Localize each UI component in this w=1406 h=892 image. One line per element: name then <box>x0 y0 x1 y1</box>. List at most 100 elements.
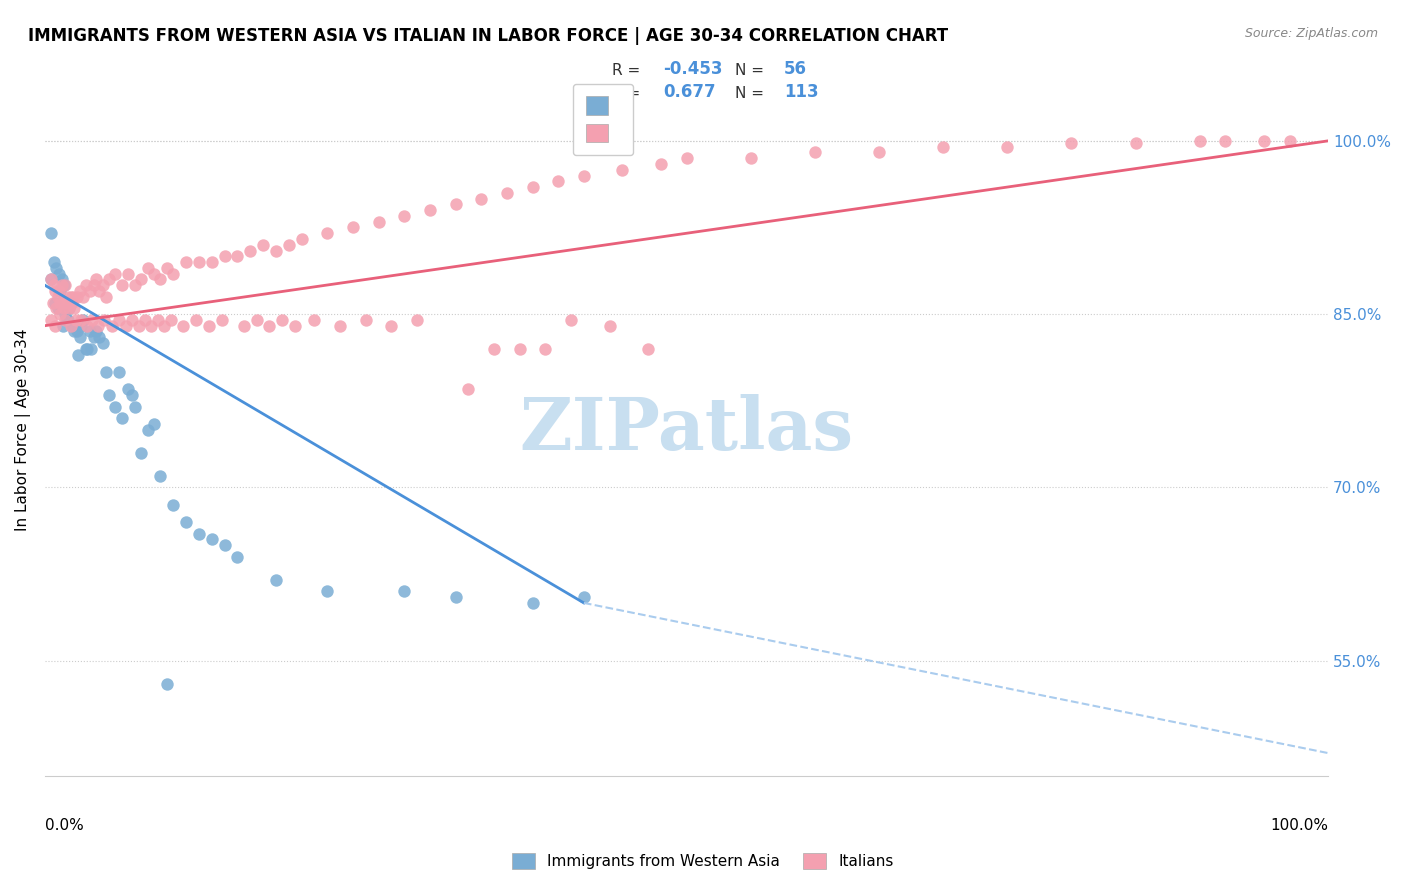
Point <box>380 318 402 333</box>
Point <box>226 549 249 564</box>
Text: Source: ZipAtlas.com: Source: ZipAtlas.com <box>1244 27 1378 40</box>
Point <box>187 255 209 269</box>
Point <box>111 411 134 425</box>
Point <box>264 244 287 258</box>
Point <box>316 227 339 241</box>
Point <box>201 533 224 547</box>
Point <box>136 260 159 275</box>
Point <box>572 590 595 604</box>
Point <box>55 313 77 327</box>
Point <box>804 145 827 160</box>
Point <box>650 157 672 171</box>
Point <box>172 318 194 333</box>
Point <box>67 347 90 361</box>
Point <box>66 290 89 304</box>
Point <box>159 313 181 327</box>
Point <box>53 278 76 293</box>
Point <box>55 295 77 310</box>
Point <box>49 307 72 321</box>
Point <box>198 318 221 333</box>
Point <box>55 313 77 327</box>
Point <box>69 313 91 327</box>
Point <box>143 417 166 431</box>
Point <box>226 249 249 263</box>
Point <box>76 318 98 333</box>
Point <box>419 203 441 218</box>
Point <box>46 301 69 316</box>
Point <box>121 313 143 327</box>
Point <box>117 267 139 281</box>
Point <box>65 313 87 327</box>
Point <box>49 295 72 310</box>
Point <box>174 515 197 529</box>
Point <box>41 295 63 310</box>
Point <box>75 342 97 356</box>
Point <box>100 318 122 333</box>
Point <box>114 318 136 333</box>
Point <box>39 272 62 286</box>
Point <box>156 260 179 275</box>
Point <box>174 255 197 269</box>
Point <box>329 318 352 333</box>
Point <box>69 318 91 333</box>
Point <box>246 313 269 327</box>
Point <box>214 538 236 552</box>
Point <box>153 318 176 333</box>
Point <box>599 318 621 333</box>
Text: N =: N = <box>735 87 769 101</box>
Point <box>87 284 110 298</box>
Point <box>52 318 75 333</box>
Point <box>522 180 544 194</box>
Point <box>84 272 107 286</box>
Point <box>86 318 108 333</box>
Legend: , : , <box>574 84 633 154</box>
Point <box>124 400 146 414</box>
Point <box>522 596 544 610</box>
Point <box>232 318 254 333</box>
Point <box>534 342 557 356</box>
Point <box>675 151 697 165</box>
Point <box>39 272 62 286</box>
Point <box>572 169 595 183</box>
Point <box>367 215 389 229</box>
Point <box>271 313 294 327</box>
Point <box>93 313 115 327</box>
Point <box>108 365 131 379</box>
Point <box>149 272 172 286</box>
Text: N =: N = <box>735 62 769 78</box>
Point <box>69 284 91 298</box>
Point <box>82 313 104 327</box>
Point <box>342 220 364 235</box>
Point <box>162 267 184 281</box>
Point <box>104 400 127 414</box>
Point <box>96 365 118 379</box>
Point <box>63 301 86 316</box>
Point <box>72 313 94 327</box>
Point <box>56 313 79 327</box>
Point <box>1188 134 1211 148</box>
Point <box>146 313 169 327</box>
Text: ZIPatlas: ZIPatlas <box>519 394 853 465</box>
Point <box>104 267 127 281</box>
Point <box>392 209 415 223</box>
Point <box>277 237 299 252</box>
Point <box>124 278 146 293</box>
Point <box>482 342 505 356</box>
Point <box>62 290 84 304</box>
Point <box>201 255 224 269</box>
Point <box>59 318 82 333</box>
Point <box>129 446 152 460</box>
Point <box>259 318 281 333</box>
Point <box>91 336 114 351</box>
Point <box>121 388 143 402</box>
Point <box>83 330 105 344</box>
Point <box>59 290 82 304</box>
Point <box>58 301 80 316</box>
Point <box>42 278 65 293</box>
Text: 0.677: 0.677 <box>664 83 716 101</box>
Point <box>495 186 517 200</box>
Point <box>470 192 492 206</box>
Text: IMMIGRANTS FROM WESTERN ASIA VS ITALIAN IN LABOR FORCE | AGE 30-34 CORRELATION C: IMMIGRANTS FROM WESTERN ASIA VS ITALIAN … <box>28 27 948 45</box>
Point <box>740 151 762 165</box>
Point <box>316 584 339 599</box>
